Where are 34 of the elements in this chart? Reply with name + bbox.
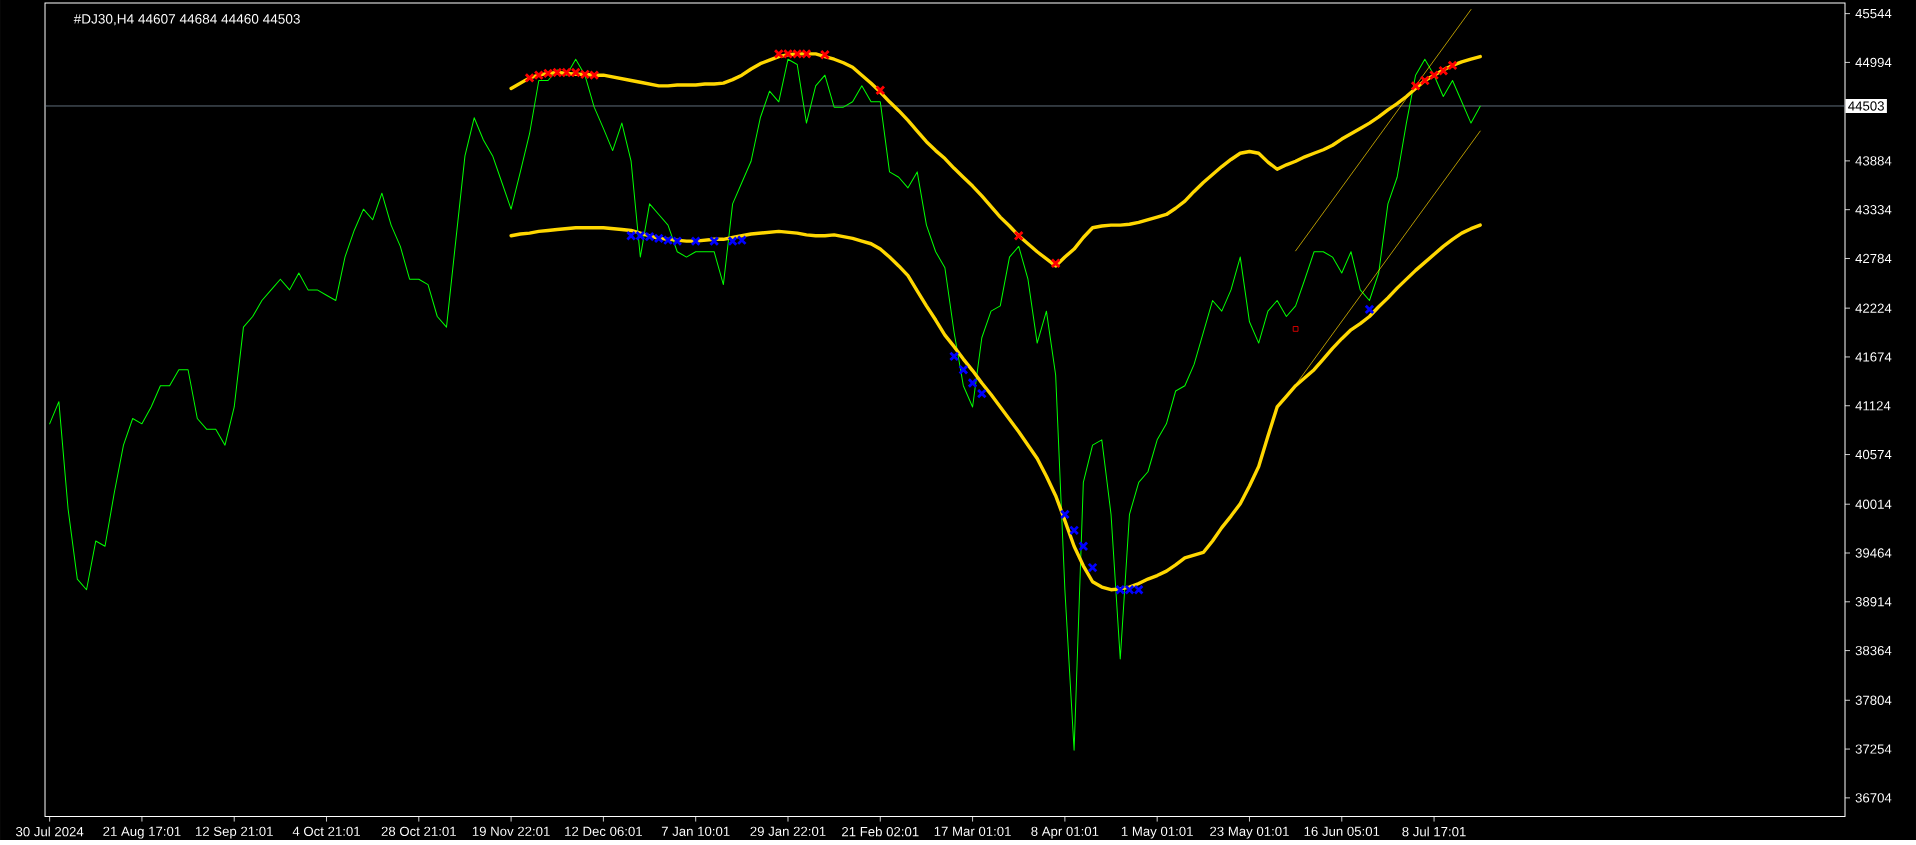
y-tick-label: 40574 xyxy=(1855,449,1892,460)
x-tick-label: 7 Jan 10:01 xyxy=(661,826,730,836)
x-tick-label: 28 Oct 21:01 xyxy=(381,826,456,836)
y-tick-label: 44994 xyxy=(1855,57,1892,67)
y-tick-label: 37804 xyxy=(1855,695,1892,705)
y-tick-label: 37254 xyxy=(1855,744,1892,754)
y-tick-label: 41124 xyxy=(1855,401,1891,411)
x-tick-label: 30 Jul 2024 xyxy=(16,826,84,837)
y-tick-label: 38364 xyxy=(1855,645,1892,656)
x-tick-label: 8 Jul 17:01 xyxy=(1402,826,1466,837)
y-tick-label: 40014 xyxy=(1855,499,1892,509)
x-tick-label: 16 Jun 05:01 xyxy=(1304,826,1380,836)
x-tick-label: 12 Sep 21:01 xyxy=(195,826,273,839)
x-tick-label: 23 May 01:01 xyxy=(1210,826,1289,839)
text: #DJ30,H4 44607 44684 44460 44503 xyxy=(73,13,300,26)
y-tick-label: 36704 xyxy=(1855,793,1892,803)
x-tick-label: 4 Oct 21:01 xyxy=(292,826,360,836)
x-tick-label: 21 Feb 02:01 xyxy=(842,826,919,837)
x-tick-label: 21 Aug 17:01 xyxy=(103,826,181,839)
x-tick-label: 29 Jan 22:01 xyxy=(750,826,826,836)
y-tick-label: 43334 xyxy=(1855,204,1892,215)
ref-line-label: 44503 xyxy=(1848,101,1884,111)
x-tick-label: 19 Nov 22:01 xyxy=(472,826,550,836)
x-tick-label: 1 May 01:01 xyxy=(1121,826,1193,839)
y-tick-label: 45544 xyxy=(1855,8,1892,19)
y-tick-label: 39464 xyxy=(1855,548,1892,558)
y-tick-label: 43884 xyxy=(1855,156,1892,166)
x-tick-label: 8 Apr 01:01 xyxy=(1031,826,1099,839)
y-tick-label: 42784 xyxy=(1855,253,1892,264)
x-tick-label: 12 Dec 06:01 xyxy=(565,826,643,836)
y-tick-label: 42224 xyxy=(1855,303,1892,313)
y-tick-label: 41674 xyxy=(1855,352,1892,362)
x-tick-label: 17 Mar 01:01 xyxy=(934,826,1011,836)
y-tick-label: 38914 xyxy=(1855,597,1892,607)
